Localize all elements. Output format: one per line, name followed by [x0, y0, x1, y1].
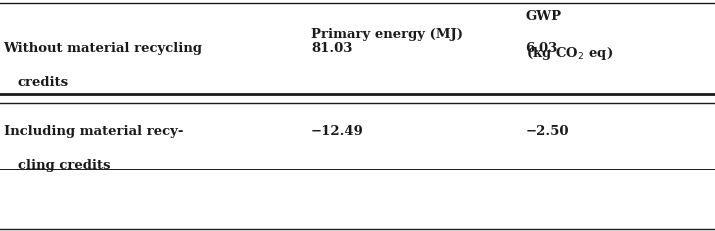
Text: −2.50: −2.50 — [526, 125, 569, 138]
Text: 81.03: 81.03 — [311, 42, 352, 55]
Text: −12.49: −12.49 — [311, 125, 364, 138]
Text: 6.03: 6.03 — [526, 42, 558, 55]
Text: Primary energy (MJ): Primary energy (MJ) — [311, 28, 463, 41]
Text: Including material recy-: Including material recy- — [4, 125, 183, 138]
Text: Without material recycling: Without material recycling — [4, 42, 202, 55]
Text: credits: credits — [18, 76, 69, 88]
Text: cling credits: cling credits — [18, 159, 110, 172]
Text: GWP: GWP — [526, 10, 562, 23]
Text: (kg CO$_2$ eq): (kg CO$_2$ eq) — [526, 45, 613, 62]
